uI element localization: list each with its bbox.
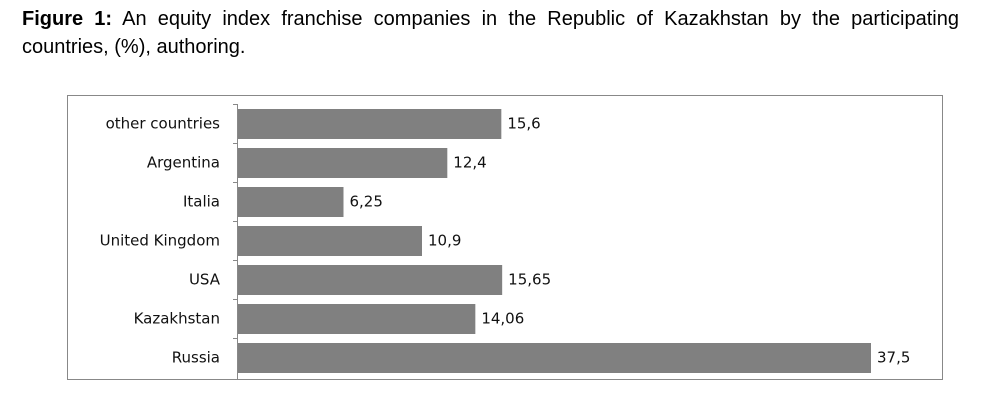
data-label: 6,25 <box>350 193 383 211</box>
bar <box>238 187 344 217</box>
data-label: 14,06 <box>481 310 524 328</box>
data-label: 15,65 <box>508 271 551 289</box>
bar <box>238 304 476 334</box>
caption-label: Figure 1: <box>22 8 113 30</box>
y-tick-label: Italia <box>183 193 220 211</box>
caption: Figure 1: An equity index franchise comp… <box>22 5 959 61</box>
y-tick-label: Kazakhstan <box>134 310 220 328</box>
chart-frame <box>67 95 943 380</box>
bar <box>238 148 448 178</box>
bar <box>238 343 871 373</box>
data-label: 10,9 <box>428 232 461 250</box>
y-tick-label: other countries <box>106 115 221 133</box>
bar <box>238 109 502 139</box>
y-tick-label: Argentina <box>147 154 220 172</box>
data-label: 15,6 <box>507 115 540 133</box>
bar <box>238 226 422 256</box>
bar <box>238 265 503 295</box>
y-tick-label: United Kingdom <box>100 232 220 250</box>
y-tick-label: Russia <box>172 349 220 367</box>
data-label: 37,5 <box>877 349 910 367</box>
y-tick-label: USA <box>189 271 221 289</box>
chart-title: An equity index franchise companies in t… <box>22 8 959 58</box>
data-label: 12,4 <box>453 154 486 172</box>
